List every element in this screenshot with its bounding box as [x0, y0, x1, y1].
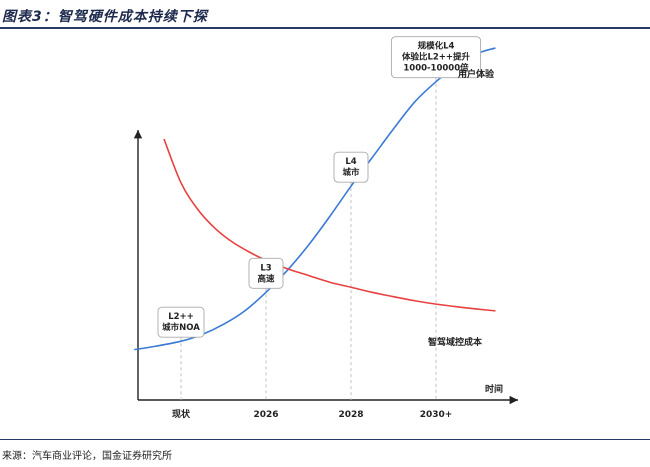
annotation-text-3-2: 1000-10000倍	[403, 63, 469, 74]
annotation-text-1-1: 高速	[257, 273, 275, 284]
title-rule	[0, 27, 650, 29]
annotation-box-3	[390, 36, 482, 79]
series-line-1	[163, 138, 496, 312]
annotation-text-0-1: 城市NOA	[162, 322, 200, 333]
annotation-text-3-0: 规模化L4	[418, 41, 455, 52]
annotation-text-2-0: L4	[345, 157, 356, 167]
annotation-text-0-0: L2++	[168, 312, 194, 322]
annotation-box-2	[333, 151, 369, 183]
guide-lines	[180, 77, 437, 400]
annotation-text-2-1: 城市	[342, 167, 360, 178]
x-axis-label: 时间	[485, 383, 503, 395]
x-tick-label: 现状	[172, 408, 191, 420]
series-label-cost: 智驾域控成本	[428, 336, 483, 348]
annotation-box-1	[248, 257, 284, 289]
annotation-text-3-1: 体验比L2++提升	[402, 52, 471, 63]
series-label-experience: 用户体验	[457, 68, 495, 80]
series-group	[134, 47, 496, 351]
series-labels: 用户体验 智驾域控成本	[428, 68, 495, 348]
x-tick-label: 2030+	[420, 410, 453, 420]
x-tick-label: 2026	[253, 410, 278, 420]
annotation-text-1-0: L3	[260, 263, 271, 273]
axes: 时间	[133, 130, 518, 405]
x-tick-label: 2028	[338, 410, 363, 420]
source-note: 来源：汽车商业评论，国金证券研究所	[2, 451, 172, 462]
annotation-box-0	[157, 306, 205, 338]
figure-title: 图表3：智驾硬件成本持续下探	[2, 9, 208, 25]
x-ticks: 现状 2026 2028 2030+	[172, 408, 452, 420]
source-rule	[0, 439, 650, 440]
